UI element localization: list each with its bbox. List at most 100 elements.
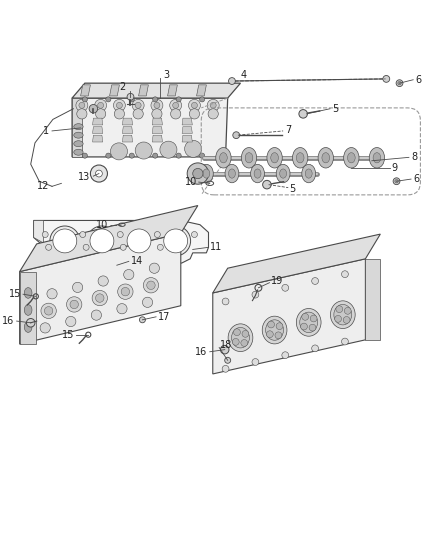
Circle shape [176,153,181,158]
Polygon shape [20,272,36,344]
Polygon shape [138,85,148,96]
Circle shape [114,109,124,119]
Circle shape [113,99,125,111]
Circle shape [95,99,106,111]
Circle shape [90,165,107,182]
Circle shape [173,102,179,108]
Circle shape [312,345,318,352]
Circle shape [106,153,111,158]
Circle shape [335,316,342,322]
Circle shape [91,310,102,320]
Circle shape [133,109,143,119]
Circle shape [117,102,122,108]
Polygon shape [152,118,162,125]
Ellipse shape [330,301,355,328]
Ellipse shape [300,312,318,333]
Polygon shape [72,98,82,157]
Text: 8: 8 [411,152,417,163]
Polygon shape [152,127,162,133]
Text: 4: 4 [240,70,247,79]
Ellipse shape [302,164,316,183]
Ellipse shape [271,152,279,163]
Text: 14: 14 [131,256,143,266]
Circle shape [120,244,126,251]
Circle shape [383,76,390,82]
Circle shape [268,321,275,328]
Circle shape [233,329,240,336]
Polygon shape [213,234,380,293]
Ellipse shape [334,304,352,325]
Circle shape [342,338,348,345]
Polygon shape [122,127,133,133]
Circle shape [176,97,181,102]
Circle shape [89,104,98,113]
Circle shape [154,231,160,238]
Circle shape [53,229,77,253]
Polygon shape [81,85,90,96]
Text: 16: 16 [2,316,14,326]
Circle shape [47,289,57,299]
Circle shape [393,178,400,184]
Ellipse shape [373,152,381,163]
Polygon shape [72,98,228,157]
Text: 18: 18 [220,341,232,350]
Ellipse shape [232,327,249,348]
Circle shape [95,170,102,177]
Ellipse shape [216,148,231,168]
Circle shape [118,284,133,300]
Circle shape [229,78,235,84]
Circle shape [42,231,48,238]
Polygon shape [182,118,192,125]
Circle shape [135,102,141,108]
Ellipse shape [297,152,304,163]
Ellipse shape [318,148,333,168]
Circle shape [124,270,134,280]
Circle shape [222,298,229,305]
Circle shape [79,102,85,108]
Ellipse shape [280,169,286,178]
Circle shape [117,231,123,238]
Circle shape [153,97,158,102]
Circle shape [164,229,187,253]
Circle shape [41,303,57,319]
Text: 1: 1 [42,126,49,136]
Ellipse shape [293,148,308,168]
Text: 12: 12 [37,181,49,191]
Circle shape [92,290,107,306]
Circle shape [300,323,307,330]
Circle shape [266,331,273,337]
Circle shape [73,282,83,293]
Circle shape [252,359,259,366]
Circle shape [309,324,316,331]
Circle shape [46,244,52,251]
Ellipse shape [245,152,253,163]
Circle shape [82,97,88,102]
Text: 11: 11 [210,243,222,252]
Ellipse shape [225,164,239,183]
Circle shape [282,285,289,291]
Circle shape [98,102,104,108]
Circle shape [76,99,88,111]
Ellipse shape [267,148,282,168]
Text: 6: 6 [413,174,419,184]
Circle shape [80,231,86,238]
Polygon shape [365,259,380,340]
Ellipse shape [74,132,83,138]
Circle shape [343,317,350,324]
Circle shape [95,109,106,119]
Circle shape [241,340,247,346]
Polygon shape [92,118,103,125]
Circle shape [210,102,216,108]
Polygon shape [34,221,43,243]
Text: 16: 16 [195,347,207,357]
Ellipse shape [344,148,359,168]
Polygon shape [122,135,133,142]
Polygon shape [152,135,162,142]
Polygon shape [122,118,133,125]
Circle shape [44,306,53,315]
Text: 13: 13 [78,172,90,182]
Ellipse shape [276,164,290,183]
Ellipse shape [74,149,83,155]
Circle shape [98,276,108,286]
Circle shape [189,109,200,119]
